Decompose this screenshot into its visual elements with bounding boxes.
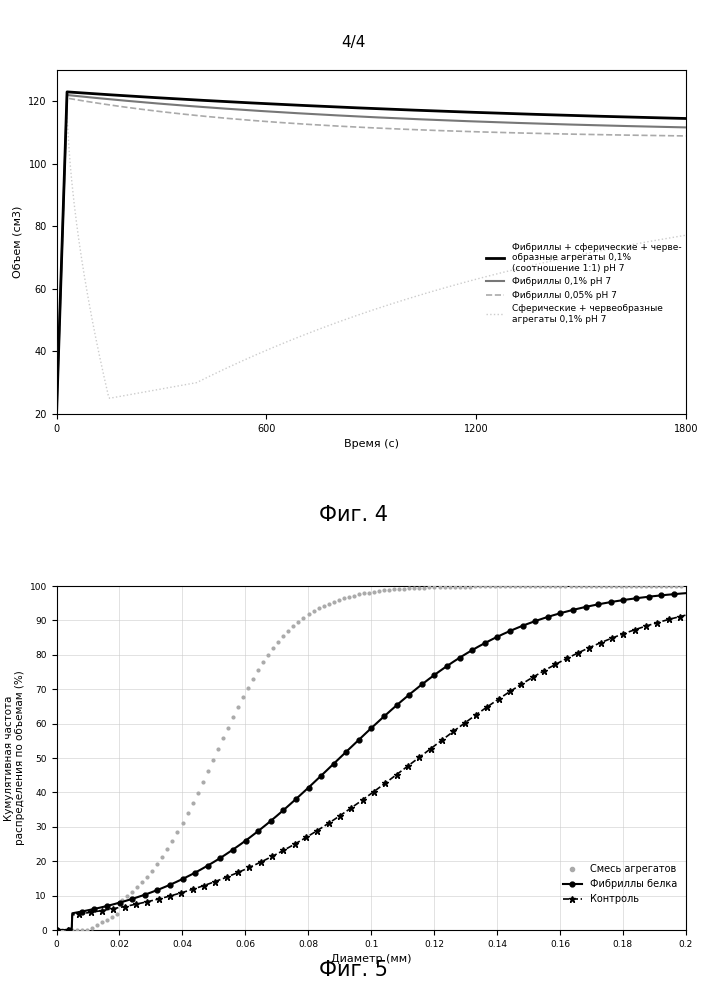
Y-axis label: Объем (см3): Объем (см3)	[13, 206, 23, 278]
Text: 4/4: 4/4	[341, 35, 366, 50]
Text: Фиг. 5: Фиг. 5	[319, 960, 388, 980]
X-axis label: Время (с): Время (с)	[344, 439, 399, 449]
Legend: Фибриллы + сферические + черве-
образные агрегаты 0,1%
(соотношение 1:1) pH 7, Ф: Фибриллы + сферические + черве- образные…	[486, 243, 682, 324]
Legend: Смесь агрегатов, Фибриллы белка, Контроль: Смесь агрегатов, Фибриллы белка, Контрол…	[559, 860, 681, 908]
Text: Фиг. 4: Фиг. 4	[319, 505, 388, 525]
Y-axis label: Кумулятивная частота
распределения по объемам (%): Кумулятивная частота распределения по об…	[4, 671, 25, 845]
X-axis label: Диаметр (мм): Диаметр (мм)	[331, 954, 411, 964]
